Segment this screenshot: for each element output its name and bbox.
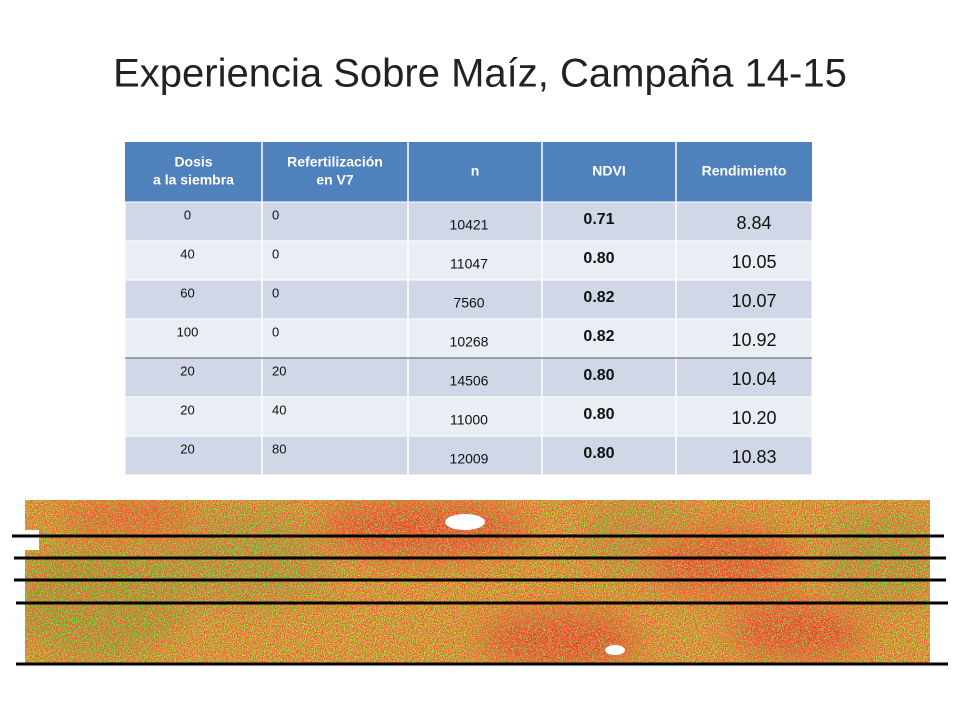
header-cell: NDVI <box>592 163 625 179</box>
slide-title: Experiencia Sobre Maíz, Campaña 14-15 <box>113 52 847 96</box>
header-cell: Rendimiento <box>702 163 787 179</box>
table-cell: 0.82 <box>583 328 614 345</box>
table-cell: 20 <box>180 402 194 417</box>
table-cell: 40 <box>272 402 286 417</box>
table-cell: 0 <box>272 285 279 300</box>
table-cell: 10.07 <box>731 291 776 311</box>
table-cell: 0.71 <box>583 211 614 228</box>
table-cell: 14506 <box>450 373 489 389</box>
table-cell: 7560 <box>453 295 484 311</box>
table-cell: 11047 <box>450 256 488 272</box>
table-cell: 80 <box>272 441 286 456</box>
table-cell: 10268 <box>450 334 489 350</box>
table-cell: 10.83 <box>731 447 776 467</box>
table-cell: 0 <box>272 324 279 339</box>
table-cell: 0 <box>272 207 279 222</box>
header-cell: a la siembra <box>153 172 234 188</box>
table-cell: 10.92 <box>731 330 776 350</box>
table-cell: 20 <box>180 441 194 456</box>
row-bg <box>124 435 813 476</box>
header-cell: Refertilización <box>287 154 383 170</box>
table-cell: 0.80 <box>583 250 614 267</box>
table-cell: 12009 <box>450 451 489 467</box>
table-cell: 10421 <box>450 217 489 233</box>
table-cell: 0 <box>184 207 191 222</box>
table-cell: 10.05 <box>731 252 776 272</box>
table-cell: 0.82 <box>583 289 614 306</box>
table-cell: 0.80 <box>583 406 614 423</box>
plot-lines <box>12 534 948 666</box>
table-cell: 20 <box>180 363 194 378</box>
table-cell: 60 <box>180 285 194 300</box>
table-cell: 0.80 <box>583 445 614 462</box>
table-cell: 10.20 <box>731 408 776 428</box>
table-cell: 8.84 <box>736 213 771 233</box>
table-cell: 0 <box>272 246 279 261</box>
table-cell: 11000 <box>450 412 488 428</box>
row-bg <box>124 240 813 281</box>
table: Dosis a la siembra Refertilización en V7 n ND… <box>124 142 813 476</box>
header-cell: en V7 <box>316 172 354 188</box>
table-cell: 20 <box>272 363 286 378</box>
ndvi-map <box>25 500 930 665</box>
header-cell: n <box>471 163 480 179</box>
table-cell: 40 <box>180 246 194 261</box>
header-bg <box>125 142 812 202</box>
table-cell: 10.04 <box>731 369 776 389</box>
table-cell: 100 <box>177 324 199 339</box>
row-bg <box>124 279 813 320</box>
row-bg <box>124 201 813 242</box>
table-cell: 0.80 <box>583 367 614 384</box>
header-cell: Dosis <box>174 154 212 170</box>
